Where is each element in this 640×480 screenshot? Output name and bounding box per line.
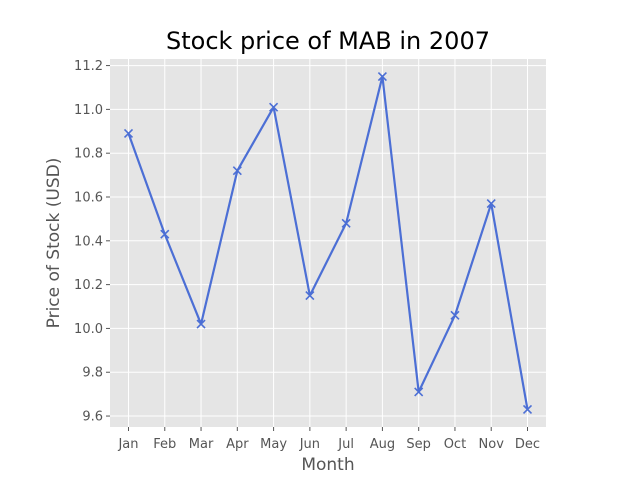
series-layer	[123, 71, 533, 415]
x-tick-label: Dec	[515, 437, 540, 452]
x-tick-label: Jan	[117, 437, 138, 452]
data-point-marker	[414, 387, 424, 397]
x-tick-label: Apr	[226, 437, 249, 452]
y-tick-label: 9.6	[82, 410, 103, 425]
data-point-marker	[160, 229, 170, 239]
data-point-marker	[377, 71, 387, 82]
y-axis-label: Price of Stock (USD)	[44, 158, 64, 329]
data-point-marker	[305, 291, 315, 301]
data-point-marker	[522, 404, 533, 415]
x-tick-label: Aug	[370, 437, 395, 452]
x-tick-label: Nov	[479, 437, 505, 452]
y-tick-label: 10.0	[74, 322, 103, 337]
grid-lines	[110, 59, 546, 427]
x-tick-label: May	[260, 437, 287, 452]
data-point-marker	[450, 310, 460, 320]
x-axis-label: Month	[301, 455, 354, 475]
x-tick-label: Feb	[153, 437, 176, 452]
y-tick-label: 10.2	[74, 278, 103, 293]
y-tick-label: 10.4	[74, 234, 103, 249]
data-point-marker	[341, 218, 351, 228]
data-point-marker	[232, 166, 242, 176]
y-tick-label: 11.2	[74, 59, 103, 74]
x-tick-label: Sep	[406, 437, 431, 452]
y-tick-label: 9.8	[82, 366, 103, 381]
chart-title: Stock price of MAB in 2007	[166, 27, 490, 55]
axis-ticks: 9.6 9.8 10.0 10.2 10.4 10.6 10.8 11.0 11.2 Jan Feb…	[74, 59, 540, 452]
y-tick-label: 11.0	[74, 103, 103, 118]
x-tick-label: Jul	[337, 437, 354, 452]
x-tick-label: Oct	[444, 437, 466, 452]
plot-background	[110, 59, 546, 427]
y-tick-label: 10.6	[74, 191, 103, 206]
series-line	[127, 75, 529, 410]
data-point-marker	[123, 128, 134, 139]
data-point-marker	[486, 199, 496, 209]
data-point-marker	[269, 102, 279, 112]
x-tick-label: Mar	[189, 437, 214, 452]
y-tick-label: 10.8	[74, 147, 103, 162]
data-point-marker	[196, 319, 206, 329]
x-tick-label: Jun	[299, 437, 320, 452]
